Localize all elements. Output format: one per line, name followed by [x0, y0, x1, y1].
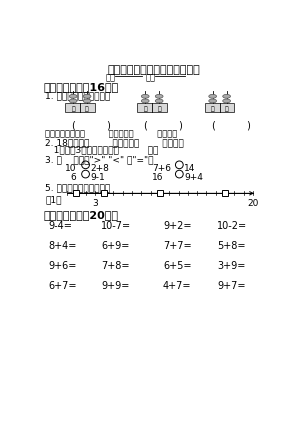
- Text: 10: 10: [64, 164, 76, 173]
- Text: 7+6: 7+6: [152, 164, 171, 173]
- Text: 6: 6: [70, 173, 76, 182]
- FancyBboxPatch shape: [101, 190, 107, 196]
- Ellipse shape: [223, 95, 230, 98]
- Text: （1）: （1）: [45, 195, 62, 205]
- Text: (          ): ( ): [72, 121, 111, 131]
- Text: 班级: 班级: [146, 73, 156, 82]
- Text: 上面三个数中。（         ）最大，（         ）最小。: 上面三个数中。（ ）最大，（ ）最小。: [45, 129, 178, 138]
- Ellipse shape: [223, 99, 230, 103]
- Text: 3: 3: [92, 199, 98, 209]
- Text: 一、填一填。（16分）: 一、填一填。（16分）: [44, 82, 119, 92]
- Text: 10-2=: 10-2=: [217, 221, 247, 231]
- Text: (          ): ( ): [145, 121, 183, 131]
- Ellipse shape: [155, 95, 163, 98]
- Ellipse shape: [83, 95, 91, 98]
- Text: 3. 在    里填上">" "<" 或"="。: 3. 在 里填上">" "<" 或"="。: [45, 155, 154, 164]
- Ellipse shape: [141, 95, 149, 98]
- Text: 14: 14: [184, 164, 195, 173]
- Text: 十: 十: [143, 106, 147, 112]
- Text: 9+7=: 9+7=: [217, 281, 246, 291]
- Text: 20: 20: [247, 199, 259, 209]
- Text: 6+9=: 6+9=: [101, 241, 129, 251]
- Text: 苏教版一年级数学上册期末试卷: 苏教版一年级数学上册期末试卷: [107, 65, 200, 75]
- FancyBboxPatch shape: [73, 190, 79, 196]
- Text: 9-1: 9-1: [90, 173, 105, 182]
- FancyBboxPatch shape: [205, 103, 234, 112]
- Text: 十: 十: [71, 106, 75, 112]
- Text: 3+9=: 3+9=: [217, 261, 246, 271]
- Text: 9+9=: 9+9=: [101, 281, 129, 291]
- FancyBboxPatch shape: [157, 190, 163, 196]
- FancyBboxPatch shape: [65, 103, 95, 112]
- Ellipse shape: [209, 99, 217, 103]
- Text: 1个十和3个一合起来是（          ）。: 1个十和3个一合起来是（ ）。: [45, 145, 159, 155]
- Text: 个: 个: [225, 106, 229, 112]
- Text: 5. 在口里填上合适的数。: 5. 在口里填上合适的数。: [45, 183, 110, 192]
- Ellipse shape: [69, 95, 77, 98]
- Ellipse shape: [209, 95, 217, 98]
- Text: 2+8: 2+8: [90, 164, 109, 173]
- Text: 个: 个: [85, 106, 89, 112]
- Ellipse shape: [83, 99, 91, 103]
- Text: 十: 十: [211, 106, 214, 112]
- Text: 9-4=: 9-4=: [48, 221, 72, 231]
- Ellipse shape: [141, 99, 149, 103]
- Text: 10-7=: 10-7=: [101, 221, 131, 231]
- Text: 9+6=: 9+6=: [48, 261, 77, 271]
- Text: 7+8=: 7+8=: [101, 261, 130, 271]
- Text: 16: 16: [152, 173, 164, 182]
- Text: 姓名: 姓名: [106, 73, 116, 82]
- Text: (          ): ( ): [212, 121, 251, 131]
- Ellipse shape: [155, 99, 163, 103]
- Text: 个: 个: [157, 106, 161, 112]
- Text: 6+5=: 6+5=: [163, 261, 192, 271]
- Text: 1. 写出计数器表示的数。: 1. 写出计数器表示的数。: [45, 91, 110, 100]
- Text: 9+4: 9+4: [184, 173, 203, 182]
- Text: 6+7=: 6+7=: [48, 281, 77, 291]
- Text: 二、算一算。（20分）: 二、算一算。（20分）: [44, 210, 119, 220]
- FancyBboxPatch shape: [222, 190, 228, 196]
- Text: 8+4=: 8+4=: [48, 241, 77, 251]
- Text: 7+7=: 7+7=: [163, 241, 192, 251]
- Text: 2. 18里面有（        ）个十和（        ）个一。: 2. 18里面有（ ）个十和（ ）个一。: [45, 138, 184, 147]
- Text: 9+2=: 9+2=: [163, 221, 192, 231]
- Ellipse shape: [69, 99, 77, 103]
- Text: 4+7=: 4+7=: [163, 281, 192, 291]
- FancyBboxPatch shape: [137, 103, 167, 112]
- Text: 5+8=: 5+8=: [217, 241, 246, 251]
